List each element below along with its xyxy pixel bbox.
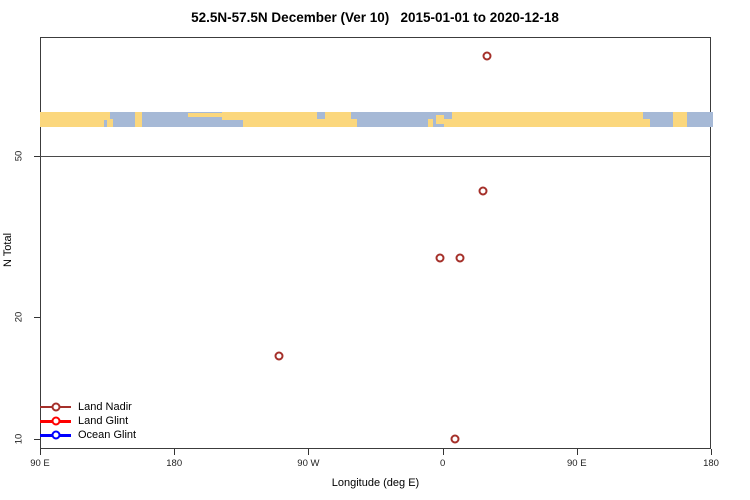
map-land-segment [351,119,357,127]
map-land-segment [107,119,113,127]
x-axis-tick-label: 90 E [30,458,50,469]
legend-row: Land Glint [40,414,136,428]
x-axis-tick-label: 180 [166,458,183,469]
map-land-segment [222,112,243,120]
x-axis-tick-label: 90 E [567,458,587,469]
data-point-land-nadir [450,434,460,444]
x-axis-tick [40,449,41,455]
data-point-land-nadir [274,351,284,361]
legend-row: Ocean Glint [40,428,136,442]
map-land-segment [135,112,142,127]
chart-title: 52.5N-57.5N December (Ver 10) 2015-01-01… [191,10,559,25]
y-axis-tick-label: 50 [13,150,25,162]
map-land-segment [325,112,351,127]
map-land-segment [317,119,325,127]
map-land-segment [40,112,104,127]
legend-line-swatch [40,430,71,440]
x-axis-tick [442,449,444,455]
y-axis-tick [34,316,40,318]
data-point-land-nadir [478,186,488,196]
x-axis-tick-label: 0 [439,458,446,469]
y-axis-tick [34,438,40,440]
reference-line-50 [40,155,711,157]
map-land-segment [673,112,687,127]
x-axis-tick-label: 180 [703,458,719,469]
map-land-segment [188,113,222,117]
world-map-latitude-band [40,112,713,127]
map-land-segment [104,112,110,120]
y-axis-title: N Total [2,232,14,268]
legend-label: Land Nadir [78,400,132,413]
legend-open-circle-icon [51,430,60,440]
legend-row: Land Nadir [40,400,136,414]
legend: Land Nadir Land Glint Ocean Glint [40,400,136,443]
plot-area-border [40,37,711,449]
map-land-segment [436,115,444,124]
map-land-segment [444,119,452,127]
data-point-land-nadir [482,51,492,61]
x-axis-tick-label: 90 W [297,458,320,469]
x-axis-tick [576,449,578,455]
map-land-segment [452,112,643,127]
x-axis-tick [711,449,712,455]
map-land-segment [243,112,317,127]
x-axis-title: Longitude (deg E) [331,477,420,489]
y-axis-tick-label: 20 [13,311,25,323]
legend-label: Land Glint [78,414,129,427]
legend-line-swatch [40,416,71,426]
legend-line-swatch [40,402,71,412]
legend-label: Ocean Glint [78,428,137,441]
x-axis-tick [174,449,176,455]
y-axis-tick-label: 10 [13,433,25,444]
map-land-segment [643,119,650,127]
data-point-land-nadir [455,253,465,263]
y-axis-tick [34,155,40,157]
legend-open-circle-icon [51,402,60,412]
map-land-segment [428,119,433,127]
x-axis-tick [308,449,310,455]
data-point-land-nadir [435,253,445,263]
legend-open-circle-icon [51,416,60,426]
